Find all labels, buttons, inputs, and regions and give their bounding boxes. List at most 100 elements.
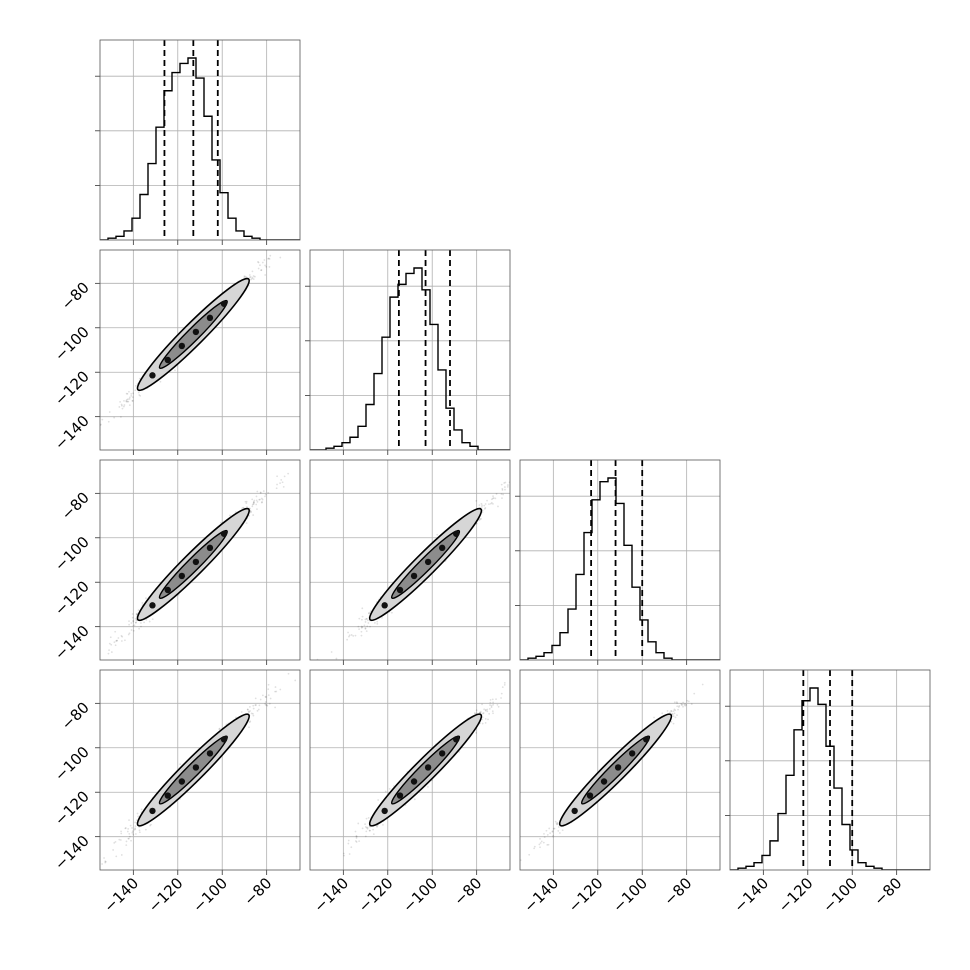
sample-point [108,411,111,413]
sample-point [130,622,133,624]
sample-point [366,826,369,829]
y-tick-label: −100 [51,533,93,575]
sample-point [354,830,357,833]
density-dot [192,558,200,566]
sample-point [115,855,118,858]
sample-point [514,478,516,480]
sample-point [484,721,487,724]
sample-point [427,786,429,788]
sample-point [488,712,491,715]
y-tick-label: −120 [51,367,93,409]
sample-point [245,522,248,525]
x-tick-label: −140 [100,874,142,916]
density-dot [192,328,200,336]
sample-point [275,487,278,490]
sample-point [486,708,489,711]
sample-point [131,613,134,615]
sample-point [504,488,506,491]
sample-point [120,403,123,406]
sample-point [294,679,297,682]
sample-point [369,625,371,628]
sample-point [261,498,264,501]
sample-point [114,840,117,843]
sample-point [135,619,138,622]
sample-point [128,832,131,835]
x-tick-label: −120 [145,874,187,916]
sample-point [247,710,250,713]
sample-point [128,837,130,840]
sample-point [475,709,478,712]
sample-point [358,617,361,620]
sample-point [275,690,278,693]
sample-point [250,510,252,513]
density-dot [149,602,156,609]
sample-point [490,501,493,504]
sample-point [364,618,367,621]
sample-point [104,861,107,864]
sample-point [148,620,151,623]
sample-point [251,270,254,273]
sample-point [243,275,246,278]
sample-point [243,276,246,279]
sample-point [347,631,349,634]
sample-point [120,634,123,637]
panel-frame [309,669,511,871]
sample-point [135,621,137,624]
sample-point [134,617,137,620]
sample-point [543,836,546,839]
sample-point [490,704,493,707]
histogram-panel-2 [515,459,721,665]
density-dot [220,300,228,307]
histogram-panel-1 [305,249,511,455]
sample-point [104,860,107,863]
panel-frame [309,459,511,661]
sample-point [484,507,487,509]
panel-content [310,460,516,660]
sample-point [261,501,263,503]
sample-point [124,827,127,830]
sample-point [542,841,545,844]
sample-point [348,634,351,637]
sample-point [96,651,98,653]
sample-point [287,472,290,475]
y-tick-label: −80 [58,278,93,313]
sample-point [475,499,478,502]
sample-point [673,708,676,711]
sample-point [364,823,366,826]
sample-point [125,400,128,403]
x-tick-label: −80 [450,874,485,909]
sample-point [120,830,123,833]
density-dot [206,314,214,322]
sample-point [348,853,351,855]
sample-point [357,625,360,628]
sample-point [381,617,383,619]
sample-point [257,261,260,264]
sample-point [369,829,371,832]
sample-point [264,274,267,276]
sample-point [264,264,267,267]
sample-point [125,840,128,843]
sample-point [248,726,250,729]
sample-point [249,511,252,514]
sample-point [354,634,357,637]
sample-point [502,493,505,496]
density-dot [453,736,460,743]
sample-point [481,712,484,715]
density-dot [381,602,388,609]
density-dot [178,342,186,350]
sample-point [149,824,152,827]
sample-point [501,487,504,490]
sample-point [248,705,251,708]
sample-point [533,845,536,848]
sample-point [495,492,498,495]
sample-point [138,627,140,630]
sample-point [492,503,494,505]
sample-point [128,404,131,407]
sample-point [252,503,255,505]
panel-frame [99,669,301,871]
sample-point [144,828,147,831]
sample-point [478,711,481,714]
sample-point [252,502,255,505]
sample-point [279,256,282,259]
sample-point [367,817,370,819]
